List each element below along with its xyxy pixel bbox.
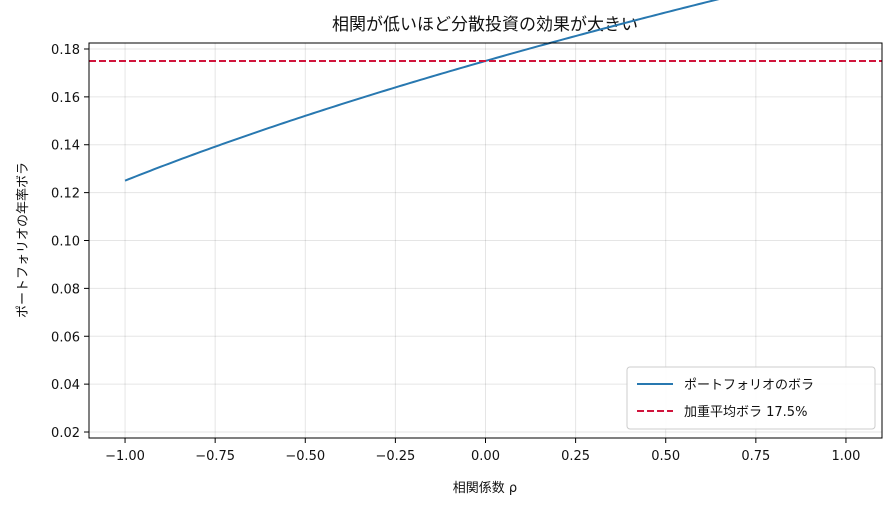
x-axis: −1.00 −0.75 −0.50 −0.25 0.00 0.25 0.50 0.75 1.00 [105, 438, 860, 464]
x-tick-label: 0.00 [471, 449, 500, 464]
chart-title: 相関が低いほど分散投資の効果が大きい [332, 15, 638, 35]
x-tick-label: −0.50 [285, 449, 325, 464]
y-tick-label: 0.08 [51, 282, 80, 297]
x-tick-label: −1.00 [105, 449, 145, 464]
x-tick-label: 0.25 [561, 449, 590, 464]
y-axis-label: ポートフォリオの年率ボラ [15, 162, 31, 318]
y-axis: 0.02 0.04 0.06 0.08 0.10 0.12 0.14 0.16 0.18 [51, 43, 89, 441]
legend-box [626, 366, 876, 430]
y-tick-label: 0.02 [51, 426, 80, 441]
y-tick-label: 0.16 [51, 91, 80, 106]
y-tick-label: 0.06 [51, 330, 80, 345]
x-tick-label: 0.50 [651, 449, 680, 464]
y-tick-label: 0.10 [51, 235, 80, 250]
y-tick-label: 0.14 [51, 139, 80, 154]
y-tick-label: 0.12 [51, 187, 80, 202]
y-tick-label: 0.18 [51, 43, 80, 58]
x-axis-label: 相関係数 ρ [453, 481, 517, 496]
x-tick-label: 0.75 [741, 449, 770, 464]
x-tick-label: 1.00 [831, 449, 860, 464]
legend-label-weighted-average: 加重平均ボラ 17.5% [684, 404, 807, 420]
x-tick-label: −0.75 [195, 449, 235, 464]
x-tick-label: −0.25 [375, 449, 415, 464]
legend-label-portfolio: ポートフォリオのボラ [684, 378, 814, 393]
series-layer [89, 0, 882, 182]
legend: ポートフォリオのボラ 加重平均ボラ 17.5% [626, 366, 876, 430]
y-tick-label: 0.04 [51, 378, 80, 393]
